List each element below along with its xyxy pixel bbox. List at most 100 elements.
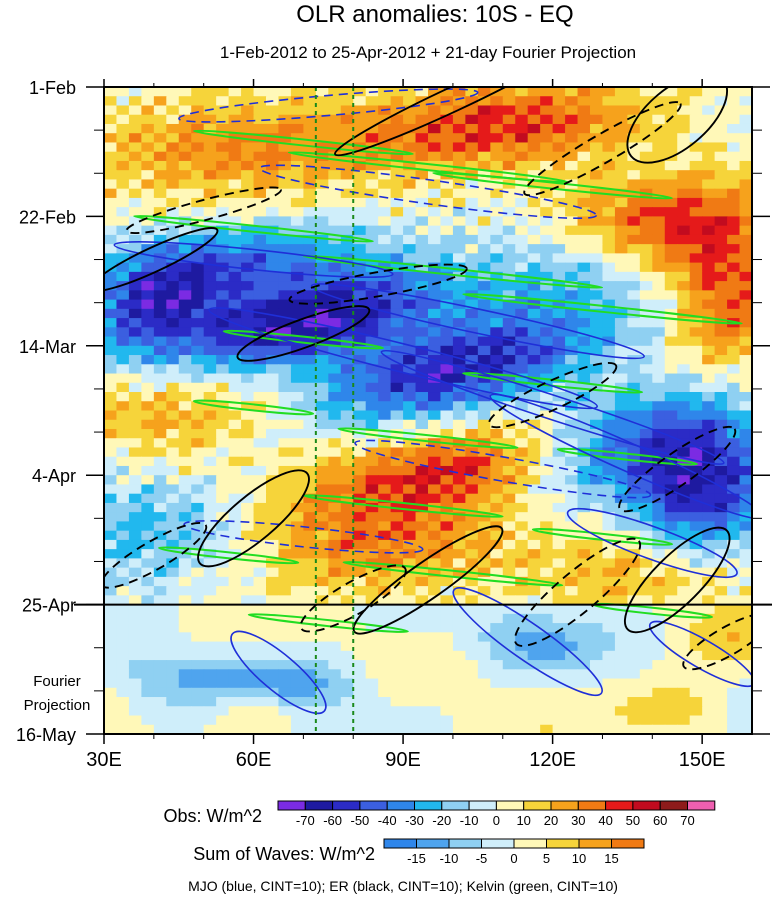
- heatmap-cell: [340, 105, 354, 116]
- heatmap-cell: [515, 465, 529, 476]
- heatmap-cell: [727, 151, 741, 162]
- heatmap-cell: [353, 179, 367, 190]
- heatmap-cell: [702, 281, 716, 291]
- heatmap-cell: [290, 105, 304, 116]
- heatmap-cell: [540, 179, 554, 190]
- heatmap-cell: [465, 392, 479, 402]
- heatmap-cell: [128, 428, 142, 439]
- heatmap-cell: [166, 318, 180, 328]
- heatmap-cell: [390, 521, 404, 532]
- heatmap-cell: [153, 197, 167, 208]
- heatmap-cell: [477, 299, 491, 310]
- heatmap-cell: [390, 142, 404, 153]
- heatmap-cell: [727, 586, 741, 596]
- heatmap-cell: [627, 604, 641, 615]
- colorbar-swatch: [687, 800, 716, 811]
- heatmap-cell: [689, 465, 703, 476]
- heatmap-cell: [714, 364, 728, 375]
- heatmap-cell: [490, 586, 504, 596]
- heatmap-cell: [128, 151, 142, 162]
- heatmap-cell: [739, 96, 752, 107]
- heatmap-cell: [191, 382, 205, 393]
- heatmap-cell: [602, 262, 616, 273]
- heatmap-cell: [278, 465, 292, 476]
- heatmap-cell: [415, 502, 429, 513]
- heatmap-cell: [141, 493, 155, 504]
- heatmap-cell: [228, 706, 242, 717]
- heatmap-cell: [639, 179, 653, 190]
- heatmap-cell: [178, 456, 192, 467]
- heatmap-cell: [727, 493, 741, 504]
- heatmap-cell: [477, 216, 491, 227]
- heatmap-cell: [253, 613, 267, 624]
- heatmap-cell: [565, 558, 579, 569]
- heatmap-cell: [677, 401, 691, 412]
- heatmap-cell: [415, 521, 429, 532]
- heatmap-cell: [128, 308, 142, 319]
- heatmap-cell: [378, 613, 392, 624]
- heatmap-cell: [328, 438, 342, 449]
- heatmap-cell: [714, 133, 728, 144]
- heatmap-cell: [315, 244, 329, 254]
- heatmap-cell: [153, 160, 167, 171]
- heatmap-cell: [565, 669, 579, 680]
- heatmap-cell: [128, 410, 142, 421]
- heatmap-cell: [552, 345, 566, 356]
- heatmap-cell: [639, 558, 653, 569]
- heatmap-cell: [540, 382, 554, 393]
- heatmap-cell: [727, 299, 741, 310]
- heatmap-cell: [490, 715, 504, 726]
- heatmap-cell: [178, 465, 192, 476]
- heatmap-cell: [328, 382, 342, 393]
- heatmap-cell: [178, 724, 192, 734]
- heatmap-cell: [714, 493, 728, 504]
- heatmap-cell: [727, 271, 741, 282]
- heatmap-cell: [228, 234, 242, 245]
- heatmap-cell: [303, 586, 317, 596]
- heatmap-cell: [652, 595, 666, 606]
- heatmap-cell: [689, 410, 703, 421]
- heatmap-cell: [540, 419, 554, 430]
- heatmap-cell: [315, 558, 329, 569]
- heatmap-cell: [739, 197, 752, 208]
- heatmap-cell: [228, 586, 242, 596]
- heatmap-cell: [490, 382, 504, 393]
- heatmap-cell: [216, 308, 230, 319]
- heatmap-cell: [340, 179, 354, 190]
- mjo-contour: [489, 393, 752, 520]
- heatmap-cell: [340, 428, 354, 439]
- heatmap-cell: [241, 456, 255, 467]
- heatmap-cell: [403, 697, 417, 707]
- heatmap-cell: [727, 521, 741, 532]
- heatmap-cell: [739, 207, 752, 217]
- heatmap-cell: [565, 142, 579, 153]
- heatmap-cell: [490, 558, 504, 569]
- heatmap-cell: [216, 151, 230, 162]
- heatmap-cell: [627, 687, 641, 698]
- heatmap-cell: [390, 382, 404, 393]
- heatmap-cell: [639, 632, 653, 643]
- heatmap-cell: [141, 678, 155, 689]
- heatmap-cell: [353, 123, 367, 134]
- heatmap-cell: [415, 456, 429, 467]
- heatmap-cell: [166, 641, 180, 652]
- heatmap-cell: [241, 364, 255, 375]
- heatmap-cell: [465, 706, 479, 717]
- heatmap-cell: [677, 170, 691, 181]
- heatmap-cell: [315, 179, 329, 190]
- heatmap-cell: [652, 327, 666, 338]
- heatmap-cell: [664, 392, 678, 402]
- heatmap-cell: [216, 105, 230, 116]
- heatmap-cell: [502, 105, 516, 116]
- heatmap-cell: [627, 410, 641, 421]
- heatmap-cell: [203, 632, 217, 643]
- heatmap-cell: [465, 438, 479, 449]
- heatmap-cell: [403, 549, 417, 559]
- heatmap-cell: [677, 253, 691, 264]
- heatmap-cell: [490, 105, 504, 116]
- heatmap-cell: [477, 502, 491, 513]
- heatmap-cell: [415, 281, 429, 291]
- heatmap-cell: [502, 327, 516, 338]
- heatmap-cell: [515, 650, 529, 661]
- heatmap-cell: [303, 465, 317, 476]
